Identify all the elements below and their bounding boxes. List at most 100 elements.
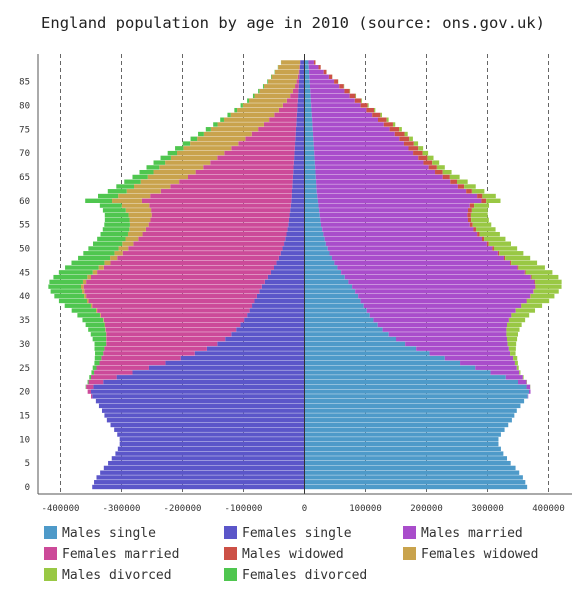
legend-item[interactable]: Males widowed	[224, 547, 344, 562]
bar-females-divorced-age-56	[104, 217, 130, 223]
bar-males-single-age-41	[304, 289, 356, 294]
bar-females-married-age-60	[141, 198, 292, 203]
bar-males-divorced-age-57	[470, 212, 488, 218]
bar-females-single-age-19	[92, 394, 305, 399]
bar-females-single-age-48	[278, 255, 305, 261]
bar-males-widowed-age-84	[339, 84, 344, 89]
bar-males-divorced-age-54	[476, 227, 496, 232]
y-tick-label: 65	[19, 173, 30, 183]
legend-item[interactable]: Females widowed	[403, 547, 538, 562]
bar-females-married-age-28	[103, 351, 195, 356]
bar-males-single-age-6	[304, 456, 508, 461]
bar-males-divorced-age-52	[484, 236, 506, 242]
bar-females-widowed-age-82	[254, 93, 291, 99]
bar-females-single-age-55	[288, 222, 305, 227]
bar-males-single-age-74	[304, 131, 314, 137]
bar-females-widowed-age-71	[183, 146, 232, 151]
bar-males-single-age-47	[304, 260, 335, 266]
bar-females-married-age-21	[86, 384, 94, 390]
bar-females-widowed-age-54	[129, 227, 146, 232]
bar-males-married-age-53	[323, 231, 478, 237]
x-tick-label: 400000	[532, 504, 565, 514]
bar-females-single-age-38	[252, 303, 305, 308]
bar-females-married-age-69	[217, 155, 295, 161]
bar-males-single-age-13	[304, 422, 509, 428]
bar-females-single-age-70	[294, 150, 305, 156]
bar-females-single-age-68	[293, 160, 305, 165]
x-tick-label: 0	[302, 504, 307, 514]
x-tick-label: -300000	[103, 504, 141, 514]
bar-females-divorced-age-38	[64, 303, 91, 308]
bar-males-married-age-66	[315, 169, 436, 175]
bar-females-single-age-25	[148, 365, 305, 370]
bar-females-divorced-age-30	[94, 341, 107, 347]
legend-item[interactable]: Females single	[224, 526, 352, 541]
bar-females-divorced-age-51	[93, 241, 123, 246]
bar-females-married-age-66	[195, 169, 294, 175]
bar-females-widowed-age-56	[129, 217, 151, 223]
bar-females-single-age-35	[244, 317, 305, 323]
bar-females-widowed-age-70	[177, 150, 225, 156]
bar-females-divorced-age-66	[139, 169, 154, 175]
legend-item[interactable]: Females married	[44, 547, 179, 562]
bar-males-single-age-48	[304, 255, 332, 261]
bar-males-single-age-28	[304, 351, 430, 356]
bar-males-single-age-2	[304, 475, 523, 480]
legend-item[interactable]: Males single	[44, 526, 156, 541]
bar-males-married-age-50	[327, 246, 493, 251]
legend-item[interactable]: Males divorced	[44, 568, 172, 583]
legend-item[interactable]: Females divorced	[224, 568, 367, 583]
bar-females-single-age-61	[291, 193, 305, 199]
bar-females-single-age-89	[300, 60, 305, 65]
bar-males-married-age-75	[312, 127, 390, 132]
bar-males-divorced-age-31	[507, 336, 518, 342]
bar-males-married-age-87	[309, 69, 324, 75]
bar-males-widowed-age-58	[467, 208, 472, 213]
bar-males-married-age-47	[334, 260, 511, 266]
bar-females-divorced-age-78	[227, 112, 231, 118]
bar-females-single-age-42	[261, 284, 305, 289]
bar-females-married-age-20	[87, 389, 91, 394]
bar-females-single-age-23	[116, 375, 305, 380]
bar-females-single-age-16	[101, 408, 305, 413]
bar-males-married-age-38	[363, 303, 522, 308]
bar-males-widowed-age-88	[318, 65, 321, 70]
bar-males-divorced-age-40	[530, 294, 555, 299]
bar-males-divorced-age-34	[507, 322, 522, 328]
legend-swatch	[403, 547, 416, 560]
bar-males-single-age-85	[304, 79, 310, 84]
bar-females-divorced-age-28	[95, 351, 104, 356]
bar-males-single-age-26	[304, 360, 461, 366]
bar-females-single-age-74	[295, 131, 305, 137]
bar-males-married-age-54	[322, 227, 474, 232]
bar-males-divorced-age-76	[392, 122, 396, 127]
bar-males-widowed-age-61	[477, 193, 483, 199]
bar-females-divorced-age-40	[54, 294, 85, 299]
bar-males-divorced-age-50	[493, 246, 518, 251]
bar-males-divorced-age-35	[508, 317, 526, 323]
bar-females-single-age-33	[236, 327, 305, 332]
bar-females-single-age-36	[247, 313, 305, 318]
bar-females-divorced-age-53	[100, 231, 128, 237]
bar-females-single-age-65	[292, 174, 305, 180]
bar-males-divorced-age-59	[474, 203, 490, 208]
bar-females-divorced-age-62	[107, 189, 127, 194]
bar-males-married-age-37	[366, 308, 516, 313]
bar-females-single-age-57	[289, 212, 305, 218]
bar-females-divorced-age-29	[94, 346, 105, 351]
bar-females-single-age-39	[254, 298, 305, 304]
bar-males-divorced-age-70	[422, 150, 429, 156]
bar-females-single-age-32	[231, 332, 305, 337]
y-tick-label: 70	[19, 149, 30, 159]
legend-item[interactable]: Males married	[403, 526, 523, 541]
bar-males-divorced-age-80	[367, 103, 369, 108]
bar-females-widowed-age-62	[126, 189, 161, 194]
bar-males-single-age-51	[304, 241, 326, 246]
bar-females-married-age-36	[100, 313, 248, 318]
bar-females-widowed-age-53	[127, 231, 143, 237]
bar-males-single-age-19	[304, 394, 528, 399]
bar-females-single-age-6	[111, 456, 305, 461]
bar-females-single-age-80	[297, 103, 305, 108]
bar-males-divorced-age-61	[482, 193, 496, 199]
bar-females-divorced-age-85	[267, 79, 268, 84]
